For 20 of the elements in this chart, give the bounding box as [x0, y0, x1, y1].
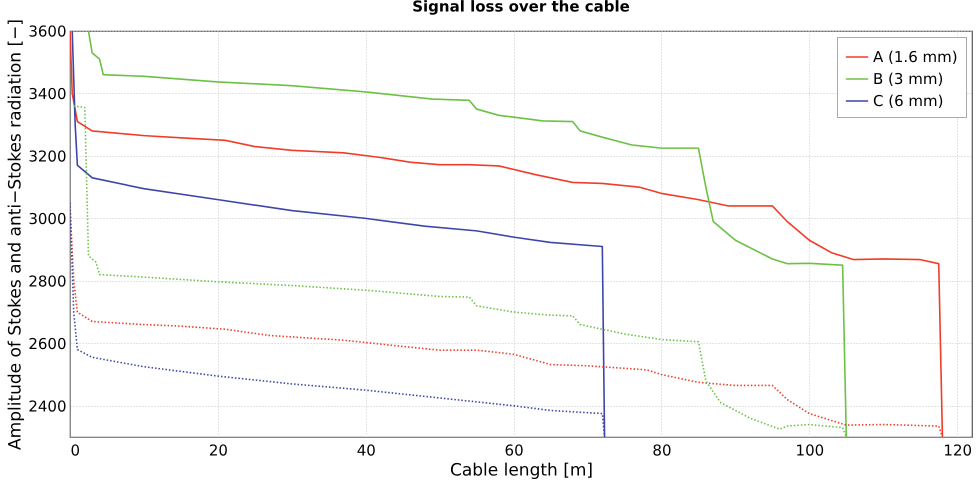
chart-title: Signal loss over the cable — [412, 0, 630, 16]
legend-label: B (3 mm) — [873, 70, 944, 88]
x-tick-label: 60 — [504, 442, 524, 460]
x-tick-label: 40 — [356, 442, 376, 460]
x-tick-label: 100 — [796, 442, 824, 460]
x-tick-label: 120 — [943, 442, 972, 460]
legend-label: C (6 mm) — [873, 92, 944, 110]
y-axis-title: Amplitude of Stokes and anti−Stokes radiation [−] — [5, 19, 26, 450]
y-tick-label: 3400 — [28, 84, 66, 103]
y-tick-label: 3000 — [28, 210, 66, 228]
y-tick-label: 3200 — [28, 147, 66, 166]
y-tick-label: 2400 — [28, 397, 66, 416]
x-tick-label: 0 — [70, 442, 80, 460]
x-tick-label: 20 — [208, 442, 228, 460]
y-tick-label: 3600 — [28, 22, 66, 40]
x-tick-label: 80 — [652, 442, 672, 460]
y-tick-label: 2800 — [28, 272, 66, 290]
legend-label: A (1.6 mm) — [873, 48, 958, 66]
y-tick-label: 2600 — [28, 334, 66, 353]
x-axis-title: Cable length [m] — [450, 460, 594, 480]
